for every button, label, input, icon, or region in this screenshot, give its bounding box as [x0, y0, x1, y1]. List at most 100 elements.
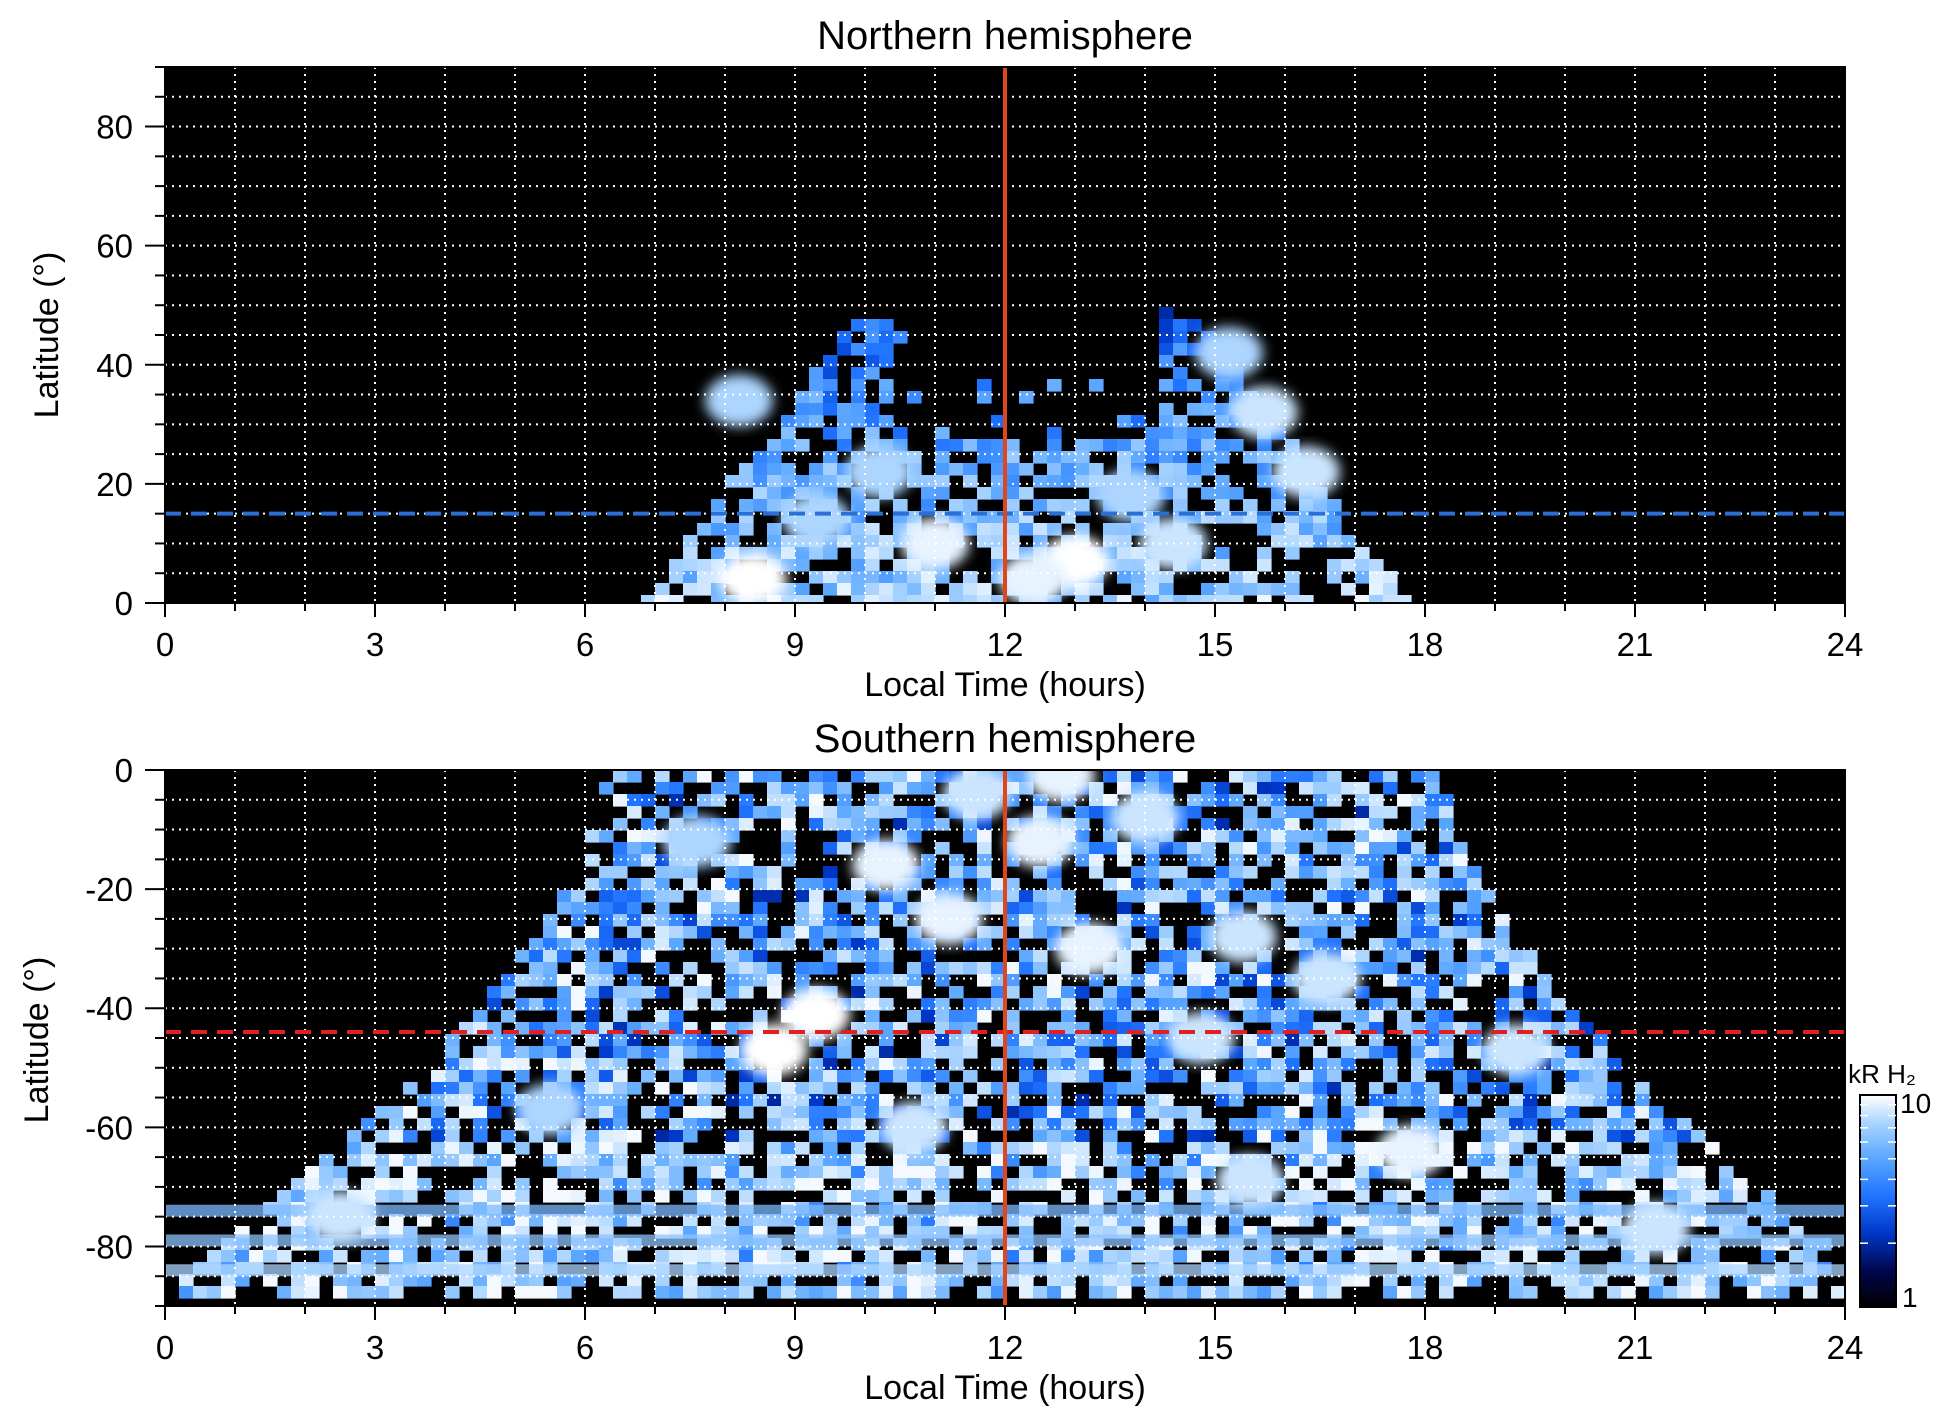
emission-cell: [1509, 1130, 1524, 1143]
emission-cell: [781, 1118, 796, 1131]
emission-cell: [1299, 806, 1314, 819]
emission-cell: [865, 331, 880, 344]
emission-cell: [571, 1130, 586, 1143]
emission-cell: [865, 938, 880, 951]
emission-cell: [1033, 1130, 1048, 1143]
emission-cell: [627, 1286, 642, 1299]
emission-cell: [1649, 1142, 1664, 1155]
emission-cell: [1425, 1094, 1440, 1107]
emission-cell: [781, 782, 796, 795]
emission-cell: [571, 1046, 586, 1059]
emission-cell: [823, 1154, 838, 1167]
emission-cell: [557, 950, 572, 963]
emission-cell: [683, 926, 698, 939]
emission-cell: [893, 1154, 908, 1167]
emission-cell: [1271, 583, 1286, 596]
emission-cell: [1719, 1178, 1734, 1191]
emission-cell: [1187, 1178, 1202, 1191]
emission-cell: [683, 547, 698, 560]
emission-cell: [1173, 463, 1188, 476]
emission-cell: [907, 986, 922, 999]
emission-cell: [991, 475, 1006, 488]
emission-cell: [1565, 1010, 1580, 1023]
emission-cell: [879, 962, 894, 975]
emission-cell: [1397, 1250, 1412, 1263]
emission-cell: [571, 1142, 586, 1155]
emission-cell: [809, 782, 824, 795]
emission-cell: [543, 962, 558, 975]
emission-cell: [599, 926, 614, 939]
emission-cell: [1565, 1250, 1580, 1263]
emission-cell: [1159, 379, 1174, 392]
emission-cell: [1355, 890, 1370, 903]
emission-cell: [1089, 379, 1104, 392]
emission-cell: [837, 1034, 852, 1047]
emission-cell: [1145, 1046, 1160, 1059]
emission-cell: [753, 866, 768, 879]
emission-cell: [711, 1082, 726, 1095]
emission-cell: [1271, 1058, 1286, 1071]
emission-cell: [627, 878, 642, 891]
emission-cell: [963, 1094, 978, 1107]
emission-cell: [1215, 866, 1230, 879]
emission-cell: [1173, 343, 1188, 356]
emission-cell: [879, 547, 894, 560]
emission-cell: [1425, 1250, 1440, 1263]
emission-cell: [907, 1286, 922, 1299]
emission-cell: [837, 818, 852, 831]
emission-cell: [627, 1214, 642, 1227]
emission-cell: [571, 1154, 586, 1167]
emission-cell: [1481, 1190, 1496, 1203]
emission-cell: [1299, 1250, 1314, 1263]
emission-cell: [1677, 1166, 1692, 1179]
emission-cell: [1089, 1274, 1104, 1287]
emission-cell: [1467, 878, 1482, 891]
emission-cell: [809, 1286, 824, 1299]
emission-cell: [1439, 1286, 1454, 1299]
emission-cell: [1117, 1010, 1132, 1023]
emission-cell: [977, 974, 992, 987]
emission-cell: [529, 1214, 544, 1227]
emission-cell: [1159, 415, 1174, 428]
emission-cell: [1285, 1166, 1300, 1179]
emission-cell: [1495, 938, 1510, 951]
emission-cell: [963, 595, 978, 603]
emission-cell: [1061, 902, 1076, 915]
emission-cell: [991, 902, 1006, 915]
emission-cell: [837, 343, 852, 356]
emission-cell: [543, 1154, 558, 1167]
emission-cell: [1509, 1142, 1524, 1155]
emission-cell: [949, 962, 964, 975]
emission-cell: [1215, 439, 1230, 452]
emission-cell: [1159, 475, 1174, 488]
emission-cell: [1397, 1214, 1412, 1227]
emission-cell: [1201, 1154, 1216, 1167]
emission-cell: [1733, 1274, 1748, 1287]
emission-cell: [949, 1010, 964, 1023]
emission-cell: [1019, 391, 1034, 404]
emission-cell: [851, 547, 866, 560]
emission-cell: [697, 974, 712, 987]
emission-cell: [1019, 1046, 1034, 1059]
emission-cell: [823, 962, 838, 975]
emission-cell: [697, 926, 712, 939]
emission-cell: [473, 1178, 488, 1191]
emission-cell: [1103, 1118, 1118, 1131]
emission-cell: [1271, 842, 1286, 855]
emission-cell: [1173, 427, 1188, 440]
emission-cell: [851, 1070, 866, 1083]
emission-cell: [907, 1166, 922, 1179]
emission-cell: [669, 1130, 684, 1143]
emission-cell: [1257, 1046, 1272, 1059]
emission-cell: [1481, 950, 1496, 963]
emission-cell: [1187, 1286, 1202, 1299]
emission-cell: [977, 391, 992, 404]
emission-cell: [1397, 1190, 1412, 1203]
emission-cell: [613, 950, 628, 963]
emission-cell: [697, 1094, 712, 1107]
emission-cell: [613, 1178, 628, 1191]
emission-cell: [753, 499, 768, 512]
emission-cell: [1089, 866, 1104, 879]
emission-cell: [1145, 878, 1160, 891]
emission-cell: [1551, 1214, 1566, 1227]
